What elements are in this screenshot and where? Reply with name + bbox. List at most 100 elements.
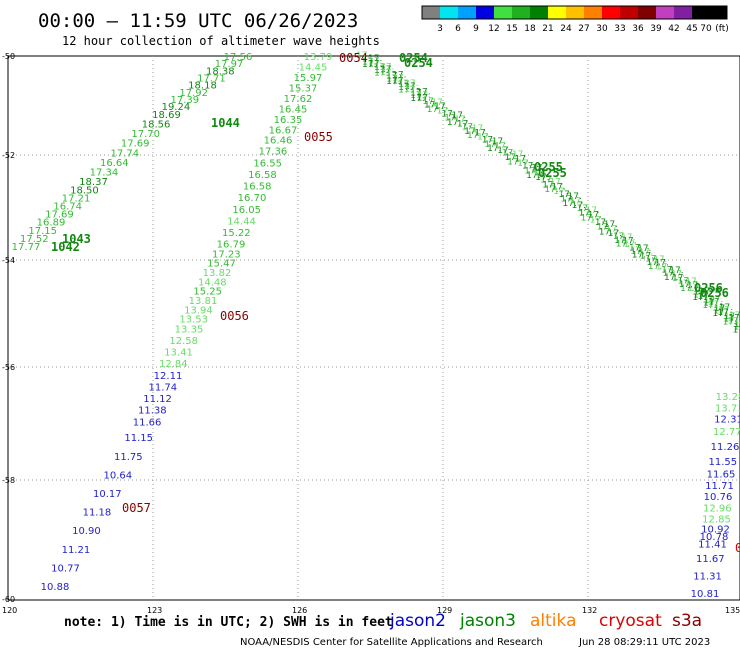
track-b-swh-label: 13.81 — [189, 296, 218, 307]
track-a-swh-label: 18.37 — [79, 177, 108, 188]
track-b-swh-label: 11.18 — [83, 508, 112, 519]
dense-track-mark: 17. — [672, 273, 686, 283]
track-c-swh-label: 10.81 — [691, 589, 720, 600]
pass-time-labels: 0054 0055 0056 0057 0254 0254 0255 0255 … — [51, 51, 740, 555]
dense-track-mark: 17. — [507, 157, 521, 167]
dense-track-mark: 17. — [595, 218, 609, 228]
dense-track-mark: 17. — [702, 301, 716, 311]
dense-track-mark: 17. — [422, 97, 436, 107]
dense-track-mark: 17. — [484, 140, 498, 150]
dense-track-mark: 17. — [581, 213, 595, 223]
legend-label: 42 — [668, 24, 679, 34]
dense-track-mark: 17. — [474, 128, 488, 138]
dense-track-mark: 17. — [590, 215, 604, 225]
dense-track-mark: 17. — [653, 255, 667, 265]
dense-track-labels: 17.17.17.17.17.17.17.17.17.17.17.17.17.1… — [356, 51, 740, 335]
track-c-swh-label: 11.55 — [708, 457, 737, 468]
lat-label: -52 — [2, 151, 15, 160]
legend-label: 33 — [614, 24, 625, 34]
track-b-swh-label: 13.35 — [175, 324, 204, 335]
track-a-swh-label: 16.74 — [53, 202, 82, 213]
dense-track-mark: 17. — [492, 137, 506, 147]
dense-track-mark: 17. — [452, 111, 466, 121]
dense-track-mark: 17. — [417, 93, 431, 103]
dense-track-mark: 17. — [693, 290, 707, 300]
dense-track-mark: 17. — [570, 197, 584, 207]
dense-track-mark: 17. — [380, 68, 394, 78]
legend-swatch — [476, 6, 494, 19]
dense-track-mark: 17. — [437, 107, 451, 117]
lon-label: 123 — [147, 606, 162, 615]
dense-track-mark: 17. — [656, 262, 670, 272]
dense-track-mark: 17. — [472, 124, 486, 134]
dense-track-mark: 17. — [457, 120, 471, 130]
track-a-swh-label: 17.74 — [110, 148, 139, 159]
pass-time-label: 0254 — [404, 56, 433, 70]
dense-track-mark: 17. — [622, 237, 636, 247]
dense-track-mark: 17. — [526, 171, 540, 181]
dense-track-mark: 17. — [362, 57, 376, 67]
track-a-swh-label: 18.69 — [152, 110, 181, 121]
dense-track-mark: 17. — [733, 325, 740, 335]
track-a-swh-label: 16.64 — [100, 158, 129, 169]
track-a-swh-label: 17.70 — [131, 129, 160, 140]
dense-track-mark: 17. — [728, 314, 740, 324]
track-c-swh-label: 11.65 — [707, 470, 736, 481]
dense-track-mark: 17. — [568, 192, 582, 202]
dense-track-mark: 17. — [723, 315, 737, 325]
dense-track-mark: 17. — [410, 88, 424, 98]
legend-swatch — [494, 6, 512, 19]
dense-track-mark: 17. — [404, 79, 418, 89]
dense-track-mark: 17. — [482, 136, 496, 146]
legend-label: 30 — [596, 24, 608, 34]
dense-track-mark: 17. — [368, 54, 382, 64]
dense-track-mark: 17. — [427, 105, 441, 115]
track-a-swh-label: 17.21 — [62, 194, 91, 205]
dense-track-mark: 17. — [718, 306, 732, 316]
dense-track-mark: 17. — [719, 303, 733, 313]
legend-swatch — [602, 6, 620, 19]
dense-track-mark: 17. — [477, 133, 491, 143]
pass-time-label: 0056 — [220, 309, 249, 323]
track-b-swh-label: 11.66 — [133, 417, 162, 428]
dense-track-mark: 17. — [487, 144, 501, 154]
track-a-swh-label: 17.97 — [215, 59, 244, 70]
legend-swatch — [584, 6, 602, 19]
track-b-swh-label: 11.12 — [143, 394, 172, 405]
track-c-swh-label: 10.78 — [700, 532, 729, 543]
track-b-swh-label: 13.53 — [179, 315, 208, 326]
satellite-name: jason3 — [459, 611, 516, 631]
track-b-swh-label: 14.44 — [227, 216, 256, 227]
pass-time-label: 0255 — [538, 166, 567, 180]
pass-time-label: 0 — [735, 541, 740, 555]
legend-border — [421, 5, 728, 20]
satellite-name: cryosat — [599, 611, 662, 631]
track-b-swh-label: 16.46 — [264, 136, 293, 147]
dense-track-mark: 17. — [630, 247, 644, 257]
dense-track-mark: 17. — [616, 240, 630, 250]
map-graticule — [7, 55, 740, 601]
dense-track-mark: 17. — [579, 209, 593, 219]
pass-time-label: 0254 — [399, 51, 428, 65]
dense-track-mark: 17. — [728, 316, 740, 326]
dense-track-mark: 17. — [410, 94, 424, 104]
track-b-swh-label: 17.36 — [259, 147, 288, 158]
dense-track-mark: 17. — [368, 60, 382, 70]
dense-track-mark: 17. — [606, 225, 620, 235]
dense-track-mark: 17. — [380, 65, 394, 75]
pass-time-label: 1043 — [62, 232, 91, 246]
track-c-swh-label: 10.76 — [704, 492, 733, 503]
dense-track-mark: 17. — [398, 83, 412, 93]
track-b-swh-label: 16.70 — [238, 193, 267, 204]
legend-label: 39 — [650, 24, 662, 34]
dense-track-mark: 17. — [416, 88, 430, 98]
dense-track-mark: 17. — [608, 229, 622, 239]
dense-track-mark: 17. — [374, 66, 388, 76]
legend-label: 36 — [632, 24, 644, 34]
track-b-swh-label: 16.05 — [232, 205, 261, 216]
dense-track-mark: 17. — [542, 180, 556, 190]
dense-track-mark: 17. — [640, 251, 654, 261]
dense-track-mark: 17. — [404, 85, 418, 95]
dense-track-mark: 17. — [708, 298, 722, 308]
